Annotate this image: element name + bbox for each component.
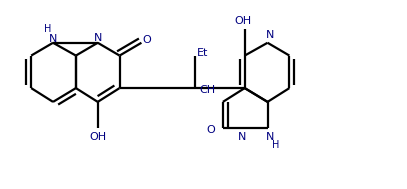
Text: N: N xyxy=(94,33,102,43)
Text: H: H xyxy=(44,24,52,34)
Text: N: N xyxy=(49,34,57,44)
Text: O: O xyxy=(207,125,215,136)
Text: N: N xyxy=(266,132,275,142)
Text: CH: CH xyxy=(199,85,215,95)
Text: N: N xyxy=(266,30,275,40)
Text: H: H xyxy=(272,140,279,150)
Text: O: O xyxy=(142,35,151,45)
Text: N: N xyxy=(238,132,246,142)
Text: OH: OH xyxy=(234,16,251,26)
Text: Et: Et xyxy=(197,48,209,58)
Text: OH: OH xyxy=(89,132,106,142)
